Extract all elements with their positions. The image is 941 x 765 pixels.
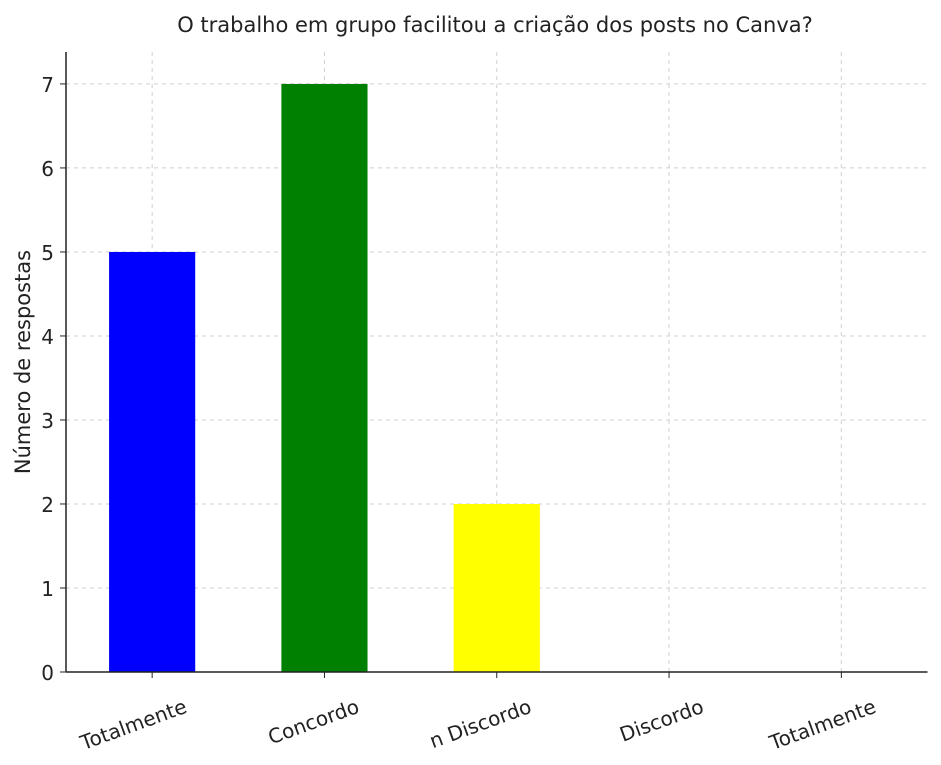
y-tick-label: 2 <box>41 493 54 517</box>
y-tick-label: 0 <box>41 661 54 685</box>
y-tick-label: 6 <box>41 157 54 181</box>
bar <box>109 251 196 672</box>
y-axis-label: Número de respostas <box>11 250 35 474</box>
y-tick-label: 4 <box>41 325 54 349</box>
y-tick-label: 7 <box>41 73 54 97</box>
x-tick-label: Discordo <box>616 694 706 746</box>
y-tick-label: 5 <box>41 241 54 265</box>
x-tick-label: Totalmente <box>76 694 190 755</box>
y-tick-label: 3 <box>41 409 54 433</box>
y-tick-label: 1 <box>41 577 54 601</box>
bar <box>453 503 540 672</box>
x-tick-label: Concordo <box>265 694 362 749</box>
bar <box>281 83 368 672</box>
chart-title: O trabalho em grupo facilitou a criação … <box>177 13 813 37</box>
x-tick-label: Totalmente <box>765 694 879 755</box>
x-tick-label: n Discordo <box>426 694 534 753</box>
